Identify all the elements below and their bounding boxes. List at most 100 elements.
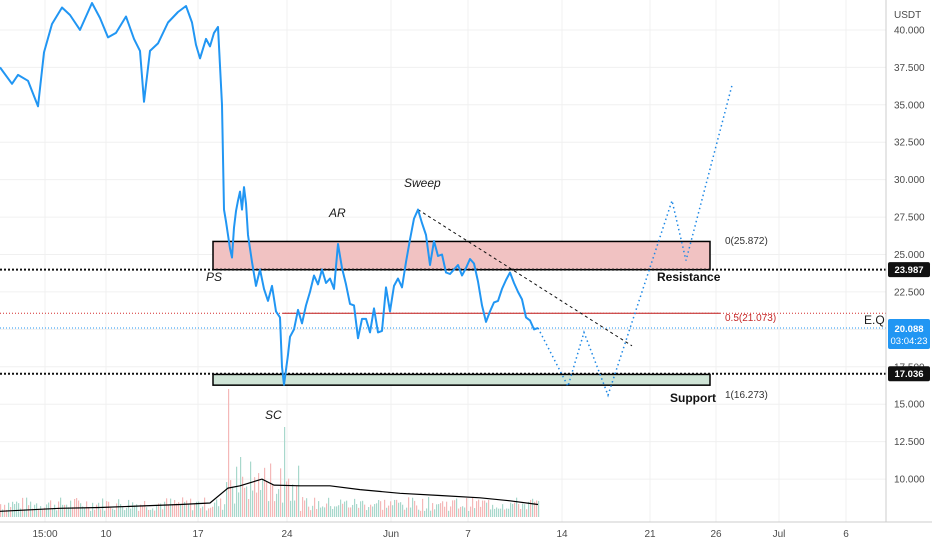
volume-bar xyxy=(82,506,84,517)
volume-bar xyxy=(64,504,66,517)
volume-bar xyxy=(356,504,358,517)
x-tick-label: 17 xyxy=(192,529,204,540)
time-axis[interactable]: 15:00 10 17 24 Jun 7 14 21 26 Jul 6 xyxy=(32,529,849,540)
volume-bar xyxy=(112,508,114,517)
volume-bar xyxy=(424,510,426,517)
volume-bar xyxy=(456,498,458,517)
volume-bar xyxy=(506,508,508,517)
volume-bar xyxy=(38,508,40,517)
volume-bar xyxy=(120,504,122,517)
volume-bar xyxy=(518,503,520,517)
volume-bar xyxy=(520,508,522,517)
volume-bar xyxy=(376,503,378,517)
volume-bar xyxy=(170,498,172,517)
y-tick-label: 25.000 xyxy=(894,250,925,261)
volume-bar xyxy=(420,510,422,517)
volume-bar xyxy=(450,506,452,517)
volume-bar xyxy=(154,510,156,517)
y-tick-label: 37.500 xyxy=(894,63,925,74)
fib-05-label: 0.5(21.073) xyxy=(725,313,776,324)
volume-bar xyxy=(444,506,446,517)
volume-bar xyxy=(380,501,382,517)
volume-bar xyxy=(326,503,328,517)
volume-bar xyxy=(238,492,240,517)
y-tick-label: 22.500 xyxy=(894,287,925,298)
volume-bar xyxy=(434,509,436,517)
volume-bar xyxy=(270,463,272,517)
volume-bar xyxy=(292,484,294,517)
volume-bar xyxy=(156,504,158,517)
resistance-zone xyxy=(212,240,711,271)
volume-bar xyxy=(194,504,196,517)
y-tick-label: 27.500 xyxy=(894,213,925,224)
volume-bar xyxy=(374,504,376,517)
volume-bar xyxy=(180,504,182,517)
volume-bar xyxy=(314,497,316,517)
volume-bar xyxy=(62,504,64,517)
volume-bar xyxy=(464,507,466,517)
volume-bar xyxy=(138,510,140,517)
volume-bar xyxy=(298,465,300,517)
volume-bar xyxy=(100,509,102,517)
volume-bar xyxy=(10,507,12,517)
volume-bar xyxy=(56,510,58,517)
volume-bar xyxy=(94,509,96,517)
sweep-label: Sweep xyxy=(404,176,441,190)
volume-bar xyxy=(254,477,256,517)
volume-bar xyxy=(144,500,146,517)
price-tag-box xyxy=(888,262,930,278)
volume-bar xyxy=(190,498,192,517)
volume-bar xyxy=(396,499,398,517)
support-label: Support xyxy=(670,391,716,405)
volume-bar xyxy=(288,478,290,517)
volume-bar xyxy=(408,497,410,517)
volume-bar xyxy=(6,509,8,517)
y-tick-label: 10.000 xyxy=(894,475,925,486)
volume-bar xyxy=(378,499,380,517)
volume-bar xyxy=(382,509,384,517)
volume-bar xyxy=(334,506,336,517)
volume-bar xyxy=(328,497,330,517)
volume-bar xyxy=(52,509,54,517)
volume-moving-average-line xyxy=(0,478,539,512)
volume-bar xyxy=(158,503,160,517)
volume-bar xyxy=(222,509,224,517)
volume-bar xyxy=(532,498,534,517)
volume-bar xyxy=(486,502,488,517)
volume-bar xyxy=(92,502,94,517)
volume-bar xyxy=(278,489,280,517)
volume-bar xyxy=(274,501,276,517)
volume-bar xyxy=(220,498,222,517)
volume-bar xyxy=(430,510,432,517)
x-tick-label: Jun xyxy=(383,529,399,540)
volume-bar xyxy=(280,468,282,517)
volume-bar xyxy=(128,499,130,517)
volume-bar xyxy=(122,507,124,517)
volume-bar xyxy=(24,509,26,517)
volume-bar xyxy=(264,467,266,517)
volume-bar xyxy=(228,389,230,517)
volume-bar xyxy=(400,502,402,517)
price-axis[interactable]: 40.000 37.500 35.000 32.500 30.000 27.500 25.0… xyxy=(894,25,925,485)
volume-bar xyxy=(110,507,112,517)
volume-bar xyxy=(140,504,142,517)
volume-bar xyxy=(146,507,148,517)
volume-bar xyxy=(182,497,184,517)
volume-bar xyxy=(460,506,462,517)
volume-bar xyxy=(204,497,206,517)
volume-bar xyxy=(500,508,502,517)
volume-bar xyxy=(522,503,524,517)
volume-bar xyxy=(36,503,38,517)
volume-bar xyxy=(246,486,248,517)
volume-bar xyxy=(316,508,318,517)
volume-bar xyxy=(2,509,4,517)
volume-bar xyxy=(196,501,198,517)
volume-bar xyxy=(198,501,200,517)
volume-bar xyxy=(166,498,168,517)
volume-bar xyxy=(468,510,470,517)
sc-label: SC xyxy=(265,408,282,422)
volume-bar xyxy=(304,500,306,517)
volume-bar xyxy=(276,493,278,517)
